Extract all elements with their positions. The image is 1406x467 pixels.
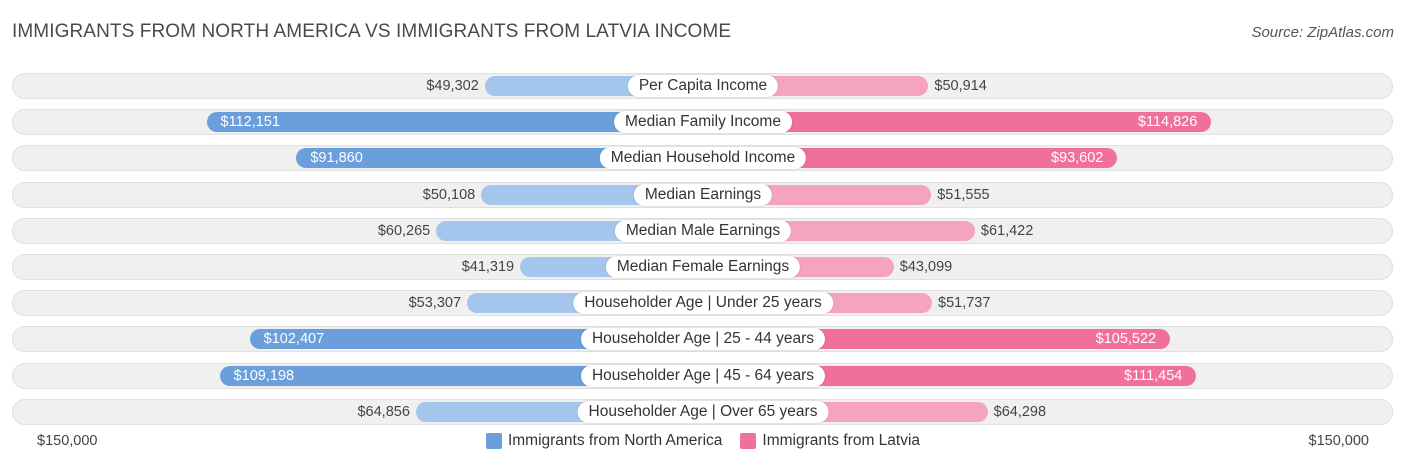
legend-label-north-america: Immigrants from North America [507, 432, 723, 449]
legend-swatch-north-america [485, 433, 502, 449]
value-label-latvia-median-earnings: $51,555 [937, 187, 990, 203]
value-label-latvia-householder-age-45-64-years: $111,454 [1124, 368, 1183, 384]
category-label-median-female-earnings: Median Female Earnings [605, 256, 801, 278]
legend-item-latvia: Immigrants from Latvia [740, 432, 920, 450]
value-label-north-america-householder-age-25-44-years: $102,407 [263, 331, 325, 347]
bar-north-america-median-family-income [206, 112, 703, 132]
value-label-north-america-median-household-income: $91,860 [310, 150, 363, 166]
value-label-latvia-per-capita-income: $50,914 [934, 78, 987, 94]
axis-right-label: $150,000 [1308, 433, 1369, 449]
value-label-north-america-householder-age-over-65-years: $64,856 [357, 404, 410, 420]
category-label-median-family-income: Median Family Income [614, 111, 792, 133]
value-label-latvia-median-family-income: $114,826 [1137, 114, 1198, 130]
category-label-householder-age-25-44-years: Householder Age | 25 - 44 years [580, 328, 826, 350]
value-label-latvia-householder-age-under-25-years: $51,737 [938, 295, 991, 311]
bar-latvia-householder-age-45-64-years [703, 366, 1197, 386]
category-label-median-male-earnings: Median Male Earnings [614, 220, 792, 242]
value-label-north-america-median-female-earnings: $41,319 [461, 259, 515, 275]
bar-latvia-median-family-income [703, 112, 1212, 132]
value-label-north-america-householder-age-under-25-years: $53,307 [408, 295, 462, 311]
source-credit: Source: ZipAtlas.com [1251, 24, 1394, 41]
axis-left-label: $150,000 [37, 433, 98, 449]
value-label-north-america-median-family-income: $112,151 [220, 114, 280, 130]
value-label-latvia-householder-age-25-44-years: $105,522 [1095, 331, 1157, 347]
value-label-north-america-householder-age-45-64-years: $109,198 [233, 368, 295, 384]
category-label-median-household-income: Median Household Income [599, 147, 807, 169]
category-label-householder-age-under-25-years: Householder Age | Under 25 years [573, 292, 833, 314]
value-label-latvia-householder-age-over-65-years: $64,298 [993, 404, 1047, 420]
category-label-householder-age-over-65-years: Householder Age | Over 65 years [577, 401, 829, 423]
category-label-per-capita-income: Per Capita Income [627, 75, 779, 97]
value-label-latvia-median-male-earnings: $61,422 [980, 223, 1034, 239]
legend-label-latvia: Immigrants from Latvia [762, 432, 921, 449]
value-label-latvia-median-female-earnings: $43,099 [899, 259, 953, 275]
value-label-north-america-median-earnings: $50,108 [422, 187, 476, 203]
category-label-householder-age-45-64-years: Householder Age | 45 - 64 years [580, 365, 826, 387]
legend-swatch-latvia [740, 433, 757, 449]
value-label-north-america-median-male-earnings: $60,265 [377, 223, 431, 239]
value-label-north-america-per-capita-income: $49,302 [426, 78, 479, 94]
bar-latvia-median-household-income [703, 148, 1118, 168]
chart-title: IMMIGRANTS FROM NORTH AMERICA VS IMMIGRA… [12, 21, 732, 42]
category-label-median-earnings: Median Earnings [633, 184, 773, 206]
legend-item-north-america: Immigrants from North America [485, 432, 723, 450]
value-label-latvia-median-household-income: $93,602 [1050, 150, 1104, 166]
legend: Immigrants from North America Immigrants… [0, 432, 1406, 450]
